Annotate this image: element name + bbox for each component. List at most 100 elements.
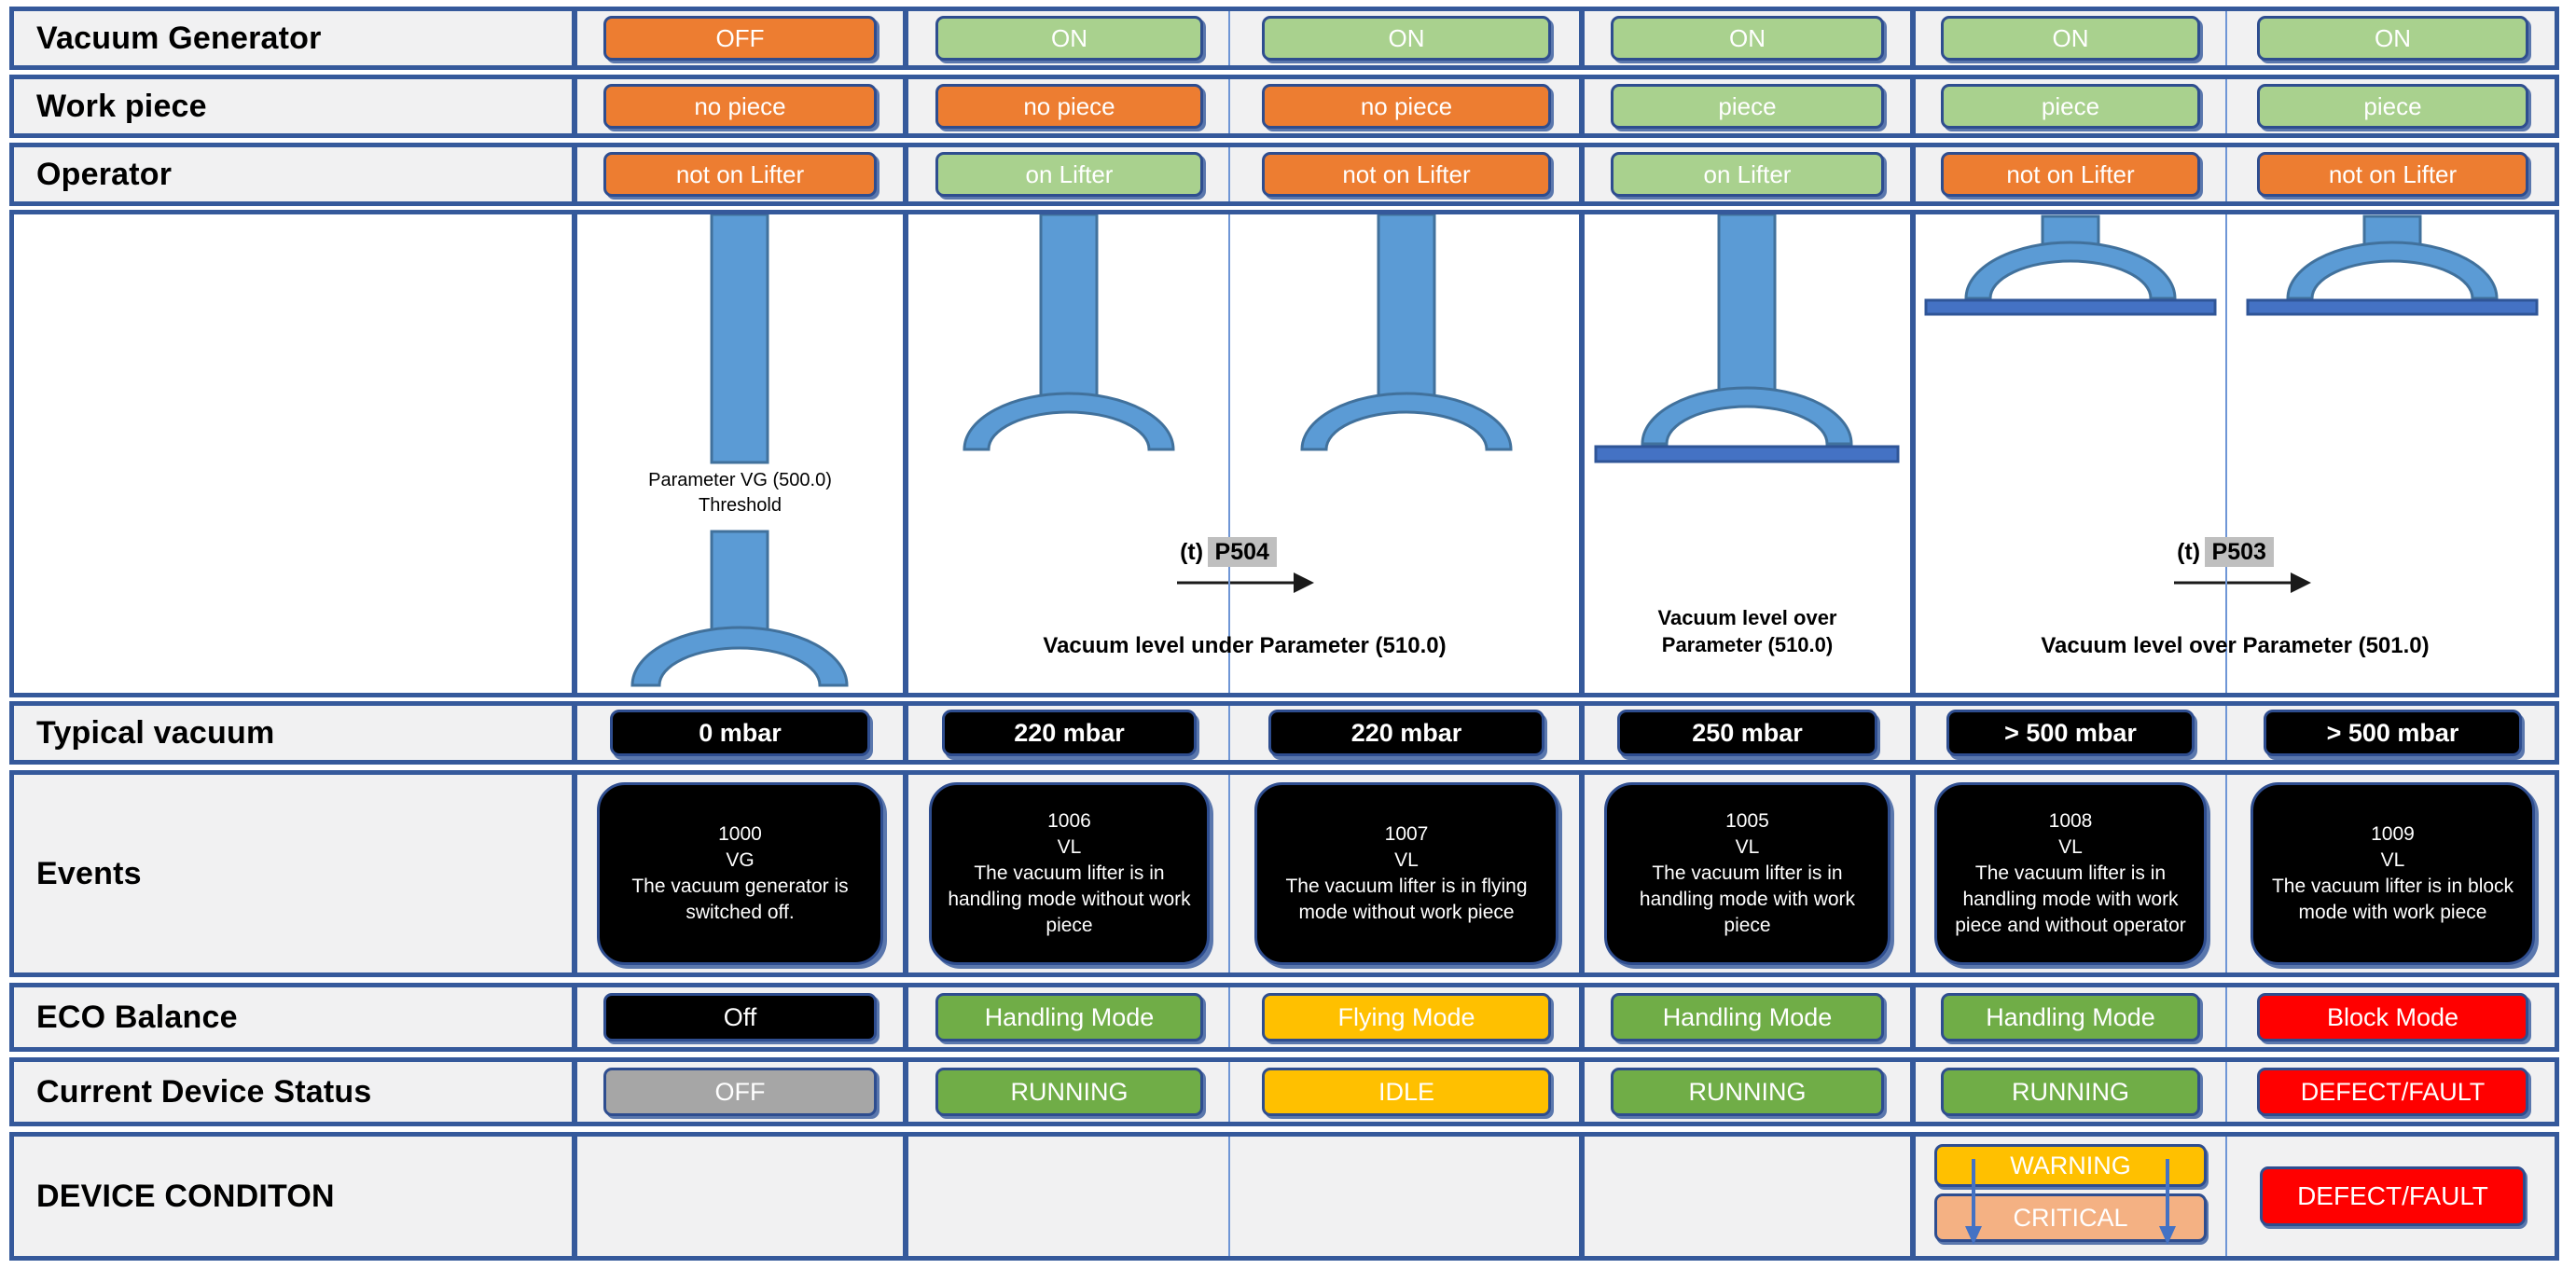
- cell: > 500 mbar: [1916, 706, 2225, 760]
- lifter-graphics-band: Parameter VG (500.0) Threshold (t) P504 …: [9, 210, 2559, 697]
- lifter-column2-graphic: [963, 214, 1175, 451]
- cell-empty: [577, 1137, 903, 1256]
- column-divider-thin: [2225, 147, 2227, 201]
- work-piece-badge: no piece: [1261, 84, 1552, 129]
- cell: not on Lifter: [2231, 147, 2555, 201]
- operator-badge: not on Lifter: [1261, 152, 1552, 197]
- vacuum-value-badge: 0 mbar: [609, 710, 871, 756]
- column-divider-thin: [1228, 11, 1230, 65]
- column-divider: [1579, 987, 1585, 1047]
- lifter-column3-graphic: [1300, 214, 1513, 451]
- warning-badge: WARNING: [1933, 1144, 2208, 1187]
- cell: DEFECT/FAULT: [2231, 1062, 2555, 1122]
- work-piece-badge: piece: [2256, 84, 2529, 129]
- timer-prefix: (t): [2177, 539, 2201, 565]
- work-piece-shape: [1594, 445, 1900, 463]
- row-label: Vacuum Generator: [36, 20, 322, 56]
- cell: Handling Mode: [1585, 987, 1910, 1047]
- caption-line: Parameter VG (500.0): [648, 470, 832, 490]
- lifter-column6-graphic: [2246, 214, 2539, 316]
- event-code: 1007: [1384, 823, 1429, 845]
- cell: 0 mbar: [577, 706, 903, 760]
- column-divider: [903, 1137, 908, 1256]
- event-source: VG: [726, 849, 755, 871]
- column-divider: [1579, 1062, 1585, 1122]
- column-divider-thin: [1228, 1062, 1230, 1122]
- cell-empty: [910, 1137, 1228, 1256]
- lifter-column1-graphic: [630, 214, 849, 687]
- cell: 1005 VL The vacuum lifter is in handling…: [1585, 775, 1910, 972]
- vg-threshold-caption: Parameter VG (500.0) Threshold: [577, 468, 903, 518]
- column-divider-thin: [2225, 775, 2227, 972]
- row-label: ECO Balance: [36, 999, 238, 1035]
- column-divider-thin: [2225, 1137, 2227, 1256]
- event-code: 1008: [2048, 810, 2093, 832]
- operator-badge: not on Lifter: [2256, 152, 2529, 197]
- device-status-badge: RUNNING: [1940, 1068, 2201, 1116]
- event-source: VL: [1057, 836, 1082, 858]
- column-divider-thin: [2225, 987, 2227, 1047]
- event-description: The vacuum lifter is in handling mode wi…: [1955, 862, 2186, 936]
- column-divider: [572, 987, 577, 1047]
- cell: 1000 VG The vacuum generator is switched…: [577, 775, 903, 972]
- cell: IDLE: [1234, 1062, 1579, 1122]
- column-divider-thin: [1228, 214, 1230, 693]
- column-divider: [1910, 147, 1916, 201]
- eco-mode-badge: Handling Mode: [1610, 993, 1885, 1041]
- device-status-badge: RUNNING: [1610, 1068, 1885, 1116]
- operator-badge: not on Lifter: [1940, 152, 2201, 197]
- column-divider: [903, 987, 908, 1047]
- lifter-tube-shape: [710, 530, 769, 645]
- event-code: 1009: [2371, 823, 2415, 845]
- cell: ON: [1916, 11, 2225, 65]
- caption-line: Vacuum level over: [1657, 606, 1837, 629]
- column-divider: [1910, 214, 1916, 693]
- p504-annotation: (t) P504: [1060, 537, 1396, 567]
- row-label-cell: Events: [14, 775, 572, 972]
- device-status-badge: RUNNING: [935, 1068, 1203, 1116]
- column-divider: [572, 147, 577, 201]
- column-divider: [1579, 1137, 1585, 1256]
- work-piece-badge: no piece: [935, 84, 1203, 129]
- column-divider-thin: [1228, 147, 1230, 201]
- eco-mode-badge: Handling Mode: [935, 993, 1203, 1041]
- suction-cup-shape: [963, 392, 1175, 451]
- lifter-tube-shape: [710, 214, 769, 464]
- row-label: Current Device Status: [36, 1073, 372, 1110]
- cell: > 500 mbar: [2231, 706, 2555, 760]
- suction-cup-shape: [1300, 392, 1513, 451]
- row-label-cell: ECO Balance: [14, 987, 572, 1047]
- column-divider-thin: [1228, 79, 1230, 133]
- suction-cup-shape: [2286, 241, 2499, 300]
- event-card: 1005 VL The vacuum lifter is in handling…: [1603, 782, 1891, 965]
- column-divider-thin: [2225, 1062, 2227, 1122]
- cell: 1008 VL The vacuum lifter is in handling…: [1916, 775, 2225, 972]
- column-divider-thin: [1228, 987, 1230, 1047]
- column-divider: [1579, 11, 1585, 65]
- device-status-badge: IDLE: [1261, 1068, 1552, 1116]
- vg-state-badge: ON: [935, 16, 1203, 61]
- eco-mode-badge: Block Mode: [2256, 993, 2529, 1041]
- cell: OFF: [577, 1062, 903, 1122]
- event-code: 1006: [1047, 810, 1091, 832]
- vacuum-value-badge: 220 mbar: [942, 710, 1197, 756]
- column-divider: [1910, 706, 1916, 760]
- column-divider-thin: [1228, 1137, 1230, 1256]
- event-source: VL: [1394, 849, 1419, 871]
- cell: Handling Mode: [1916, 987, 2225, 1047]
- column-divider: [1579, 214, 1585, 693]
- event-code: 1000: [718, 823, 762, 845]
- vacuum-value-badge: > 500 mbar: [1946, 710, 2195, 756]
- column-divider: [572, 11, 577, 65]
- cell: 250 mbar: [1585, 706, 1910, 760]
- operator-badge: on Lifter: [1610, 152, 1885, 197]
- column-divider: [903, 147, 908, 201]
- lifter-shapes-canvas: [630, 214, 2539, 687]
- device-status-badge: OFF: [602, 1068, 878, 1116]
- event-description: The vacuum generator is switched off.: [631, 876, 849, 923]
- eco-mode-badge: Off: [602, 993, 878, 1041]
- cell: no piece: [577, 79, 903, 133]
- vg-state-badge: ON: [1610, 16, 1885, 61]
- column-divider-thin: [2225, 214, 2227, 693]
- column-divider: [1579, 79, 1585, 133]
